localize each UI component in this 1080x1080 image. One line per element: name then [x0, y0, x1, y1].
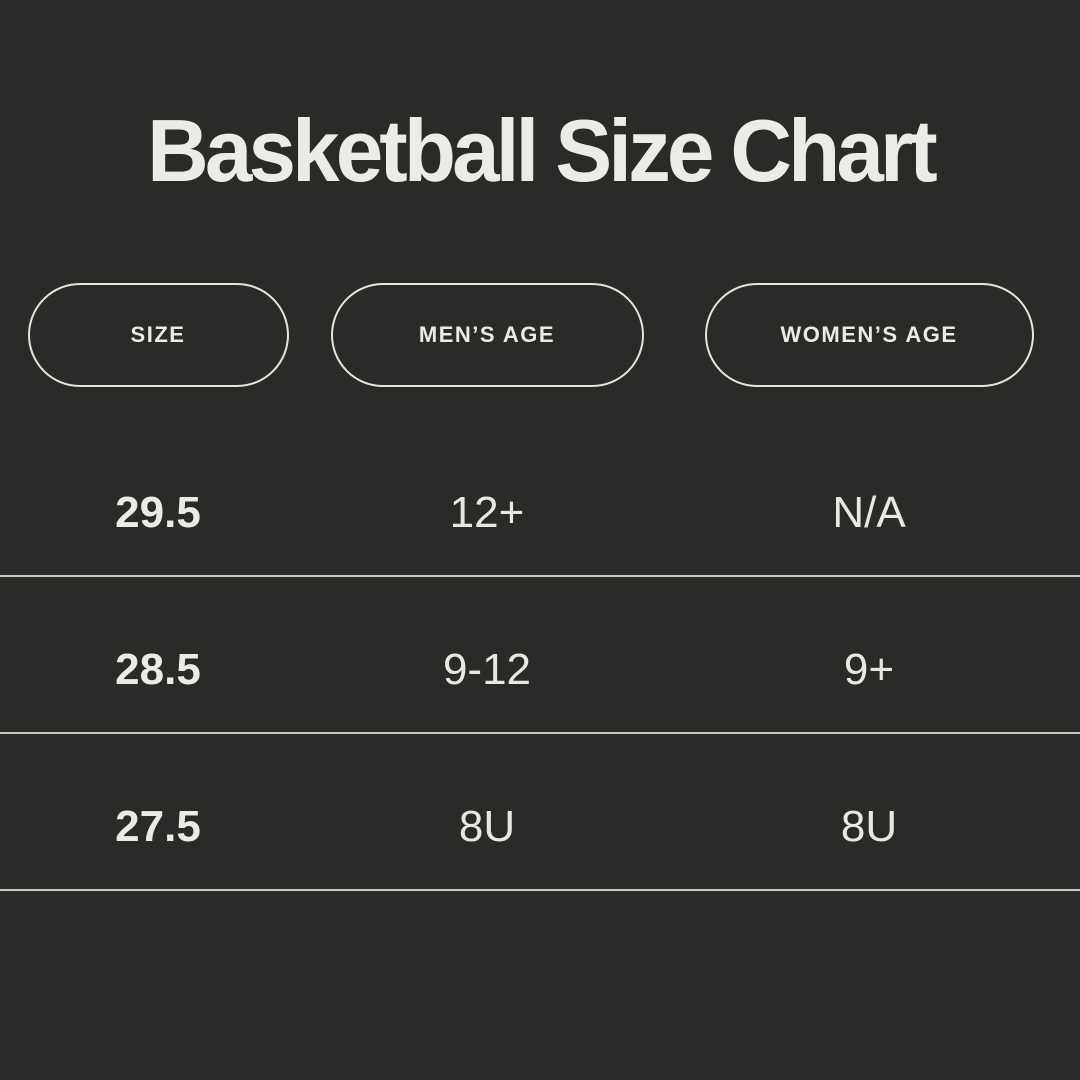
- table-row-29-5: 29.5 12+ N/A: [0, 420, 1080, 577]
- header-cell-mens-age: MEN’S AGE: [316, 283, 658, 387]
- header-cell-womens-age: WOMEN’S AGE: [658, 283, 1080, 387]
- womens-age-header-pill: WOMEN’S AGE: [704, 283, 1034, 387]
- table-body: 29.5 12+ N/A 28.5 9-12 9+ 27.5 8U 8U: [0, 420, 1080, 891]
- womens-age-header-label: WOMEN’S AGE: [780, 322, 958, 347]
- table-row-27-5: 27.5 8U 8U: [0, 734, 1080, 891]
- header-cell-size: SIZE: [0, 283, 316, 387]
- mens-age-cell: 8U: [458, 801, 516, 851]
- size-cell: 29.5: [115, 487, 201, 537]
- womens-age-cell: N/A: [832, 487, 906, 537]
- table-header-row: SIZE MEN’S AGE WOMEN’S AGE: [0, 283, 1080, 387]
- table-row-28-5: 28.5 9-12 9+: [0, 577, 1080, 734]
- size-header-label: SIZE: [130, 322, 186, 347]
- mens-age-header-label: MEN’S AGE: [418, 322, 556, 347]
- mens-age-header-pill: MEN’S AGE: [330, 283, 644, 387]
- size-header-pill: SIZE: [27, 283, 289, 387]
- size-cell: 27.5: [115, 801, 201, 851]
- title-container: Basketball Size Chart: [0, 100, 1080, 202]
- womens-age-cell: 8U: [840, 801, 898, 851]
- mens-age-cell: 12+: [449, 487, 525, 537]
- womens-age-cell: 9+: [843, 644, 895, 694]
- page-title: Basketball Size Chart: [146, 101, 938, 200]
- size-cell: 28.5: [115, 644, 201, 694]
- mens-age-cell: 9-12: [442, 644, 532, 694]
